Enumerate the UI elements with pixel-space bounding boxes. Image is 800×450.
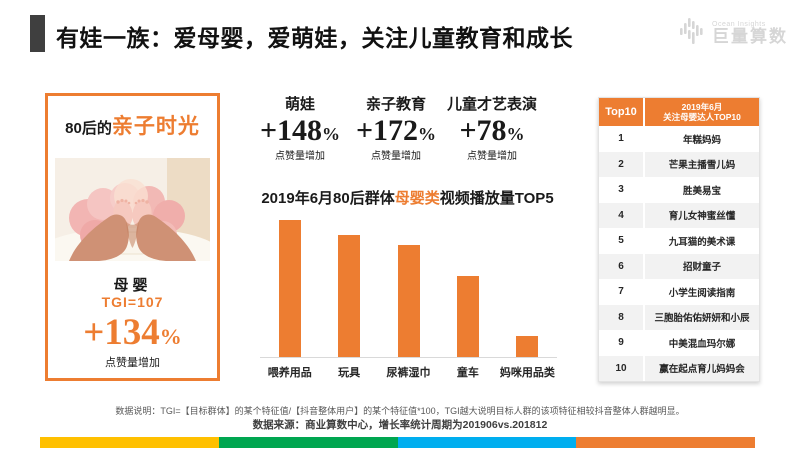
card-growth-value: +134% — [83, 312, 182, 353]
table-row: 8 三胞胎佑佑妍妍和小辰 — [599, 304, 759, 330]
name-cell: 育儿女神蜜丝懂 — [668, 211, 736, 223]
stat-value: +172% — [355, 114, 437, 147]
bar — [397, 245, 420, 357]
name-cell: 九耳猫的美术课 — [668, 236, 736, 248]
top10-table: Top10 2019年6月 关注母婴达人TOP10 1 年糕妈妈 2 芒果主播雪儿妈… — [598, 97, 760, 382]
bar-category-label: 妈咪用品类 — [499, 367, 555, 379]
logo-name: 巨量算数 — [712, 27, 788, 47]
table-row: 2 芒果主播雪儿妈 — [599, 151, 759, 177]
name-cell: 招财童子 — [682, 262, 721, 274]
stripe-segment-orange — [576, 437, 755, 448]
stat-qinzi-jiaoyu: 亲子教育 +172% 点赞量增加 — [346, 93, 446, 162]
rank-cell: 7 — [599, 279, 645, 305]
stat-label: 儿童才艺表演 — [446, 96, 537, 113]
footer-color-stripe — [40, 437, 755, 448]
bar-category-label: 玩具 — [338, 367, 361, 379]
name-cell: 芒果主播雪儿妈 — [668, 160, 736, 172]
stripe-segment-yellow — [40, 437, 219, 448]
name-cell: 年糕妈妈 — [682, 134, 721, 146]
stat-value: +148% — [259, 114, 341, 147]
table-row: 7 小学生阅读指南 — [599, 279, 759, 305]
rank-cell: 10 — [599, 355, 645, 381]
bar-category-label: 童车 — [456, 367, 479, 379]
stat-label: 萌娃 — [284, 96, 315, 113]
chart-title: 2019年6月80后群体母婴类视频播放量TOP5 — [261, 190, 554, 207]
table-header: Top10 2019年6月 关注母婴达人TOP10 — [599, 98, 759, 126]
bar — [338, 235, 361, 357]
table-row: 5 九耳猫的美术课 — [599, 228, 759, 254]
card-title-prefix: 80后的 — [65, 120, 112, 137]
stat-caption: 点赞量增加 — [467, 151, 517, 162]
brand-logo: Ocean Insights 巨量算数 — [680, 16, 788, 51]
bar-category-label: 尿裤湿巾 — [386, 367, 431, 379]
name-cell: 胜美易宝 — [682, 185, 721, 197]
card-growth-caption: 点赞量增加 — [105, 357, 160, 369]
percent-sign: % — [506, 124, 525, 144]
table-header-rank: Top10 — [599, 98, 645, 126]
table-header-title: 2019年6月 关注母婴达人TOP10 — [663, 101, 741, 122]
table-row: 4 育儿女神蜜丝懂 — [599, 202, 759, 228]
bar-category-label: 喂养用品 — [267, 367, 312, 379]
stat-caption: 点赞量增加 — [371, 151, 421, 162]
card-title: 80后的亲子时光 — [48, 110, 217, 140]
stat-ertong-caiyi: 儿童才艺表演 +78% 点赞量增加 — [430, 93, 554, 162]
percent-sign: % — [418, 124, 437, 144]
rank-cell: 4 — [599, 202, 645, 228]
rank-cell: 1 — [599, 126, 645, 152]
title-bullet — [30, 15, 45, 52]
table-row: 10 赢在起点育儿妈妈会 — [599, 355, 759, 381]
rank-cell: 5 — [599, 228, 645, 254]
bar — [456, 276, 479, 357]
bar — [278, 220, 301, 357]
card-tgi-value: TGI=107 — [101, 294, 164, 310]
data-source: 数据来源：商业算数中心，增长率统计周期为201906vs.201812 — [252, 419, 548, 431]
rank-cell: 9 — [599, 330, 645, 356]
table-row: 3 胜美易宝 — [599, 177, 759, 203]
rank-cell: 2 — [599, 151, 645, 177]
rank-cell: 8 — [599, 304, 645, 330]
baby-feet-photo — [55, 158, 210, 261]
stripe-segment-blue — [397, 437, 577, 448]
card-category: 母婴 — [113, 277, 152, 294]
percent-sign: % — [159, 324, 182, 349]
stripe-segment-green — [218, 437, 398, 448]
stat-label: 亲子教育 — [365, 96, 426, 113]
percent-sign: % — [322, 124, 341, 144]
bar — [516, 336, 539, 357]
bar-chart-labels: 喂养用品 玩具 尿裤湿巾 童车 妈咪用品类 — [260, 364, 557, 380]
page-title: 有娃一族：爱母婴，爱萌娃，关注儿童教育和成长 — [56, 25, 573, 51]
highlight-card: 80后的亲子时光 — [45, 93, 220, 381]
table-row: 1 年糕妈妈 — [599, 126, 759, 152]
rank-cell: 3 — [599, 177, 645, 203]
name-cell: 中美混血玛尔娜 — [668, 338, 736, 350]
table-row: 6 招财童子 — [599, 253, 759, 279]
data-note: 数据说明：TGI=【目标群体】的某个特征值/【抖音整体用户】的某个特征值*100… — [115, 406, 685, 416]
card-title-highlight: 亲子时光 — [111, 115, 200, 138]
name-cell: 三胞胎佑佑妍妍和小辰 — [654, 313, 750, 325]
stat-caption: 点赞量增加 — [275, 151, 325, 162]
logo-subtitle: Ocean Insights — [712, 20, 766, 28]
name-cell: 赢在起点育儿妈妈会 — [659, 364, 745, 376]
stat-value: +78% — [459, 114, 525, 147]
chart-title-highlight: 母婴类 — [394, 190, 440, 207]
rank-cell: 6 — [599, 253, 645, 279]
table-row: 9 中美混血玛尔娜 — [599, 330, 759, 356]
equalizer-bars-icon — [680, 16, 706, 51]
bar-chart — [260, 210, 557, 358]
stat-mengwa: 萌娃 +148% 点赞量增加 — [252, 93, 348, 162]
name-cell: 小学生阅读指南 — [668, 287, 736, 299]
